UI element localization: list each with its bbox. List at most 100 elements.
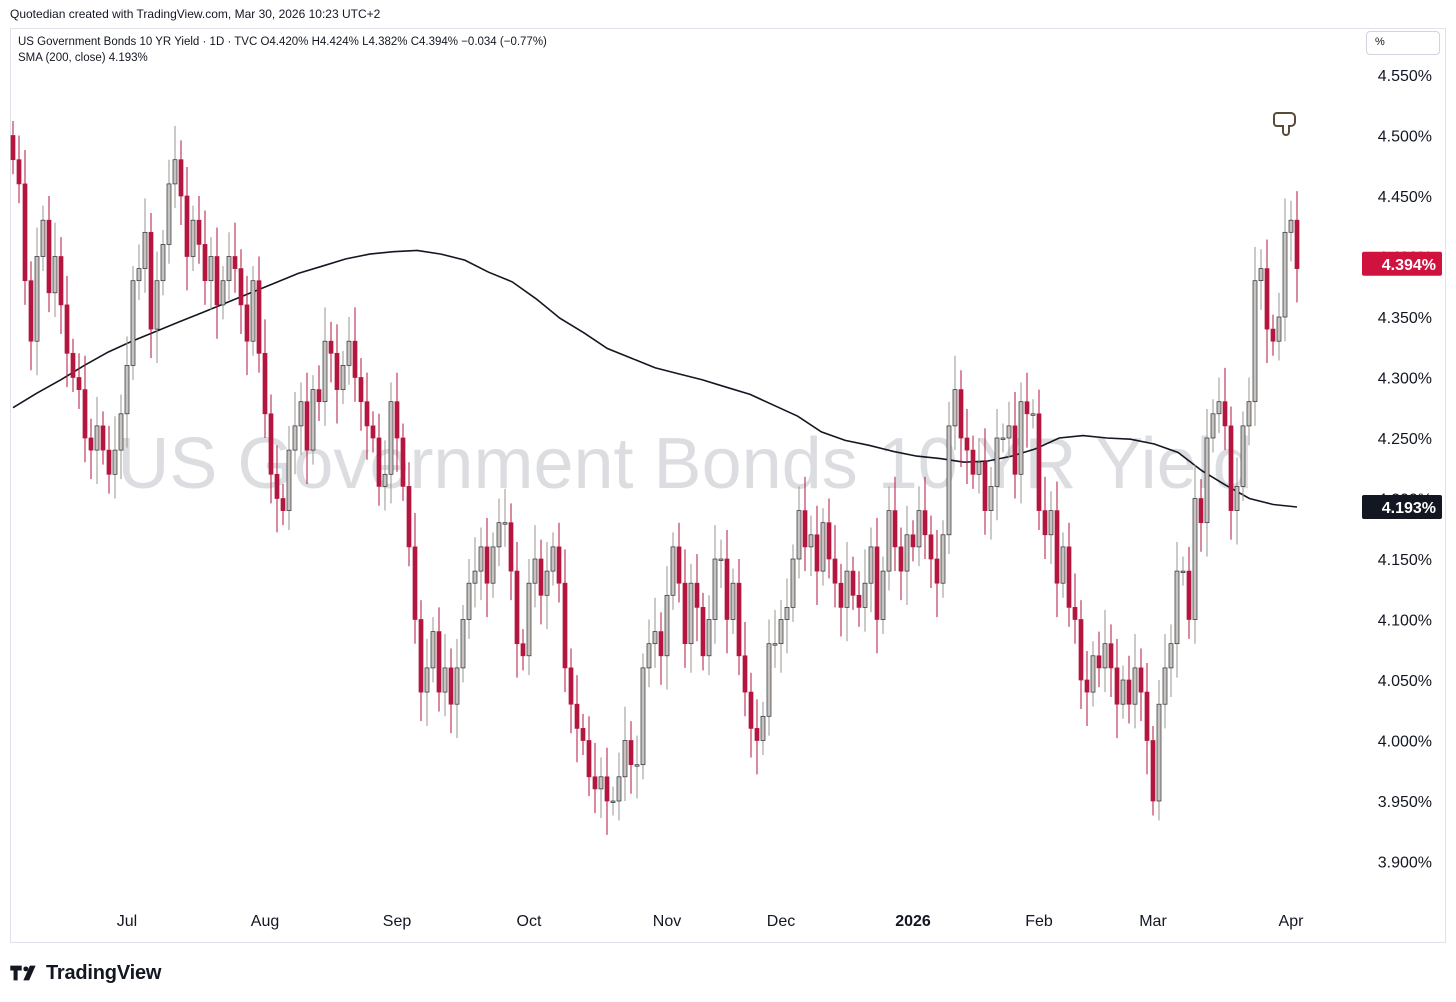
candle-body [394, 401, 400, 439]
candle [142, 198, 148, 293]
x-tick-label: Feb [1025, 913, 1053, 930]
candle-body [226, 256, 232, 282]
candle-body [646, 643, 652, 669]
candle-body [148, 231, 154, 330]
y-tick-label: 4.300% [1378, 371, 1432, 388]
candle [562, 549, 568, 693]
candle-body [112, 449, 118, 475]
candle [538, 539, 544, 625]
candle [1288, 200, 1294, 262]
candle [208, 237, 214, 310]
candle [994, 408, 1000, 521]
candle-body [190, 219, 196, 257]
candle-body [1054, 510, 1060, 584]
candle [70, 338, 76, 393]
candle-body [640, 667, 646, 766]
candle [922, 476, 928, 559]
tradingview-brand: TradingView [46, 961, 162, 984]
candle [328, 321, 334, 383]
candle [466, 559, 472, 639]
candle-body [790, 558, 796, 608]
candle-body [1180, 570, 1186, 573]
candle [670, 532, 676, 610]
candle-body [406, 486, 412, 548]
candle [1030, 399, 1036, 429]
candle-body [280, 498, 286, 511]
candle-body [628, 740, 634, 766]
candle-body [424, 667, 430, 693]
candle [988, 467, 994, 540]
candle [184, 166, 190, 291]
candle [298, 382, 304, 455]
candle [802, 476, 808, 572]
candle [568, 648, 574, 734]
candle [736, 559, 742, 676]
y-tick-label: 4.000% [1378, 734, 1432, 751]
candle-body [502, 522, 508, 525]
candle-body [724, 558, 730, 620]
candle-body [1216, 401, 1222, 415]
candle-body [832, 558, 838, 584]
candle-body [970, 449, 976, 475]
candle [250, 266, 256, 356]
candle [928, 515, 934, 589]
candle-body [304, 401, 310, 451]
candle [622, 706, 628, 801]
candle-body [268, 413, 274, 475]
candle [664, 566, 670, 690]
candle-body [376, 437, 382, 487]
candle-body [994, 437, 1000, 487]
candle [112, 416, 118, 499]
price-scale-unit-selector[interactable]: % [1366, 31, 1440, 55]
candle-body [430, 631, 436, 669]
candle-body [718, 558, 724, 561]
candle-body [772, 643, 778, 646]
candle [766, 619, 772, 736]
candle-body [1228, 425, 1234, 511]
candle [1168, 624, 1174, 697]
candle [1258, 249, 1264, 310]
x-tick-label: Dec [767, 913, 795, 930]
candle-body [1240, 425, 1246, 487]
candle [274, 445, 280, 533]
candle [442, 634, 448, 717]
candle-body [1258, 268, 1264, 282]
candle [1084, 650, 1090, 726]
candle [1000, 423, 1006, 453]
candle [286, 425, 292, 530]
candle [706, 595, 712, 676]
candle-body [436, 631, 442, 693]
x-tick-label: Sep [383, 913, 412, 930]
candle [352, 307, 358, 402]
candle [46, 196, 52, 313]
candle-body [550, 546, 556, 572]
candle-body [466, 582, 472, 620]
candle [502, 488, 508, 547]
candle-body [232, 256, 238, 269]
tradingview-logo: TradingView [10, 960, 161, 986]
candle-body [982, 461, 988, 511]
candle [556, 522, 562, 603]
tradingview-mark-icon [10, 965, 36, 981]
candle [964, 408, 970, 484]
x-tick-label: Jul [117, 913, 137, 930]
candle [1036, 389, 1042, 530]
candle [64, 275, 70, 388]
candle-body [454, 667, 460, 705]
candle-body [478, 546, 484, 572]
candle-body [244, 304, 250, 342]
y-tick-label: 4.100% [1378, 613, 1432, 630]
candle [496, 498, 502, 567]
candle [604, 747, 610, 835]
candle [1282, 198, 1288, 342]
candle-body [1234, 486, 1240, 511]
candle-body [964, 437, 970, 451]
candle-body [412, 546, 418, 620]
candle-body [172, 159, 178, 185]
candle-body [1126, 679, 1132, 705]
candle [868, 527, 874, 613]
candle [718, 539, 724, 589]
candle-body [880, 570, 886, 620]
candle-body [544, 570, 550, 596]
